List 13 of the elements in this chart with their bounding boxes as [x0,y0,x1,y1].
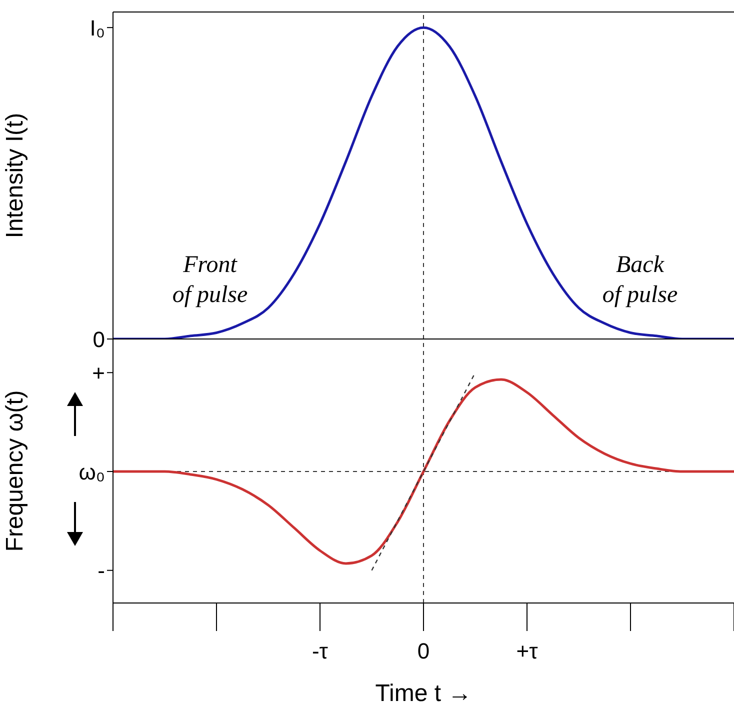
y-axis-title: Intensity I(t) [2,112,29,238]
text: 0 [92,326,105,352]
text: ω₀ [78,459,105,484]
annotation: Back of pulse [601,251,679,310]
x-tick-label: -τ [312,638,328,664]
x-tick-label: +τ [516,638,538,664]
annotation: Front of pulse [171,251,249,310]
x-tick-label: 0 [417,638,430,664]
text: I₀ [90,15,105,40]
y-axis-title: Frequency ω(t) [2,390,29,552]
text: + [92,360,105,386]
text: - [98,558,105,584]
x-axis-title: Time t → [375,680,472,705]
